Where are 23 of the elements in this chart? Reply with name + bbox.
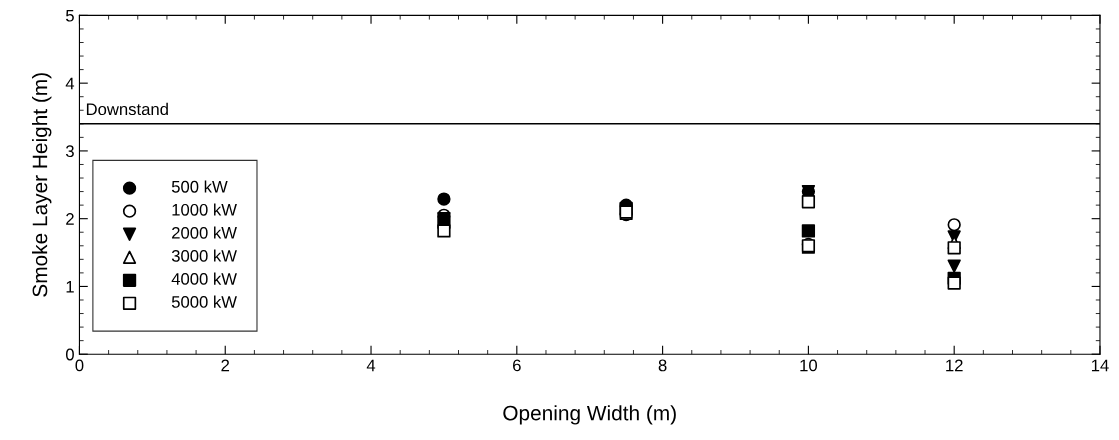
y-tick-label: 0 xyxy=(65,348,74,361)
y-tick-label: 2 xyxy=(66,213,74,225)
x-axis-title: Opening Width (m) xyxy=(503,405,676,425)
legend-label: 3000 kW xyxy=(171,249,237,262)
y-tick-label: 3 xyxy=(65,145,74,158)
ref-line-label: Downstand xyxy=(86,102,168,116)
legend-label: 5000 kW xyxy=(171,295,237,308)
x-tick-label: 4 xyxy=(366,359,376,372)
y-tick-label: 4 xyxy=(65,77,75,90)
x-tick-label: 10 xyxy=(800,359,818,372)
legend-label: 1000 kW xyxy=(172,203,237,216)
y-tick-label: 5 xyxy=(65,9,74,22)
x-tick-label: 14 xyxy=(1091,359,1109,372)
legend-label: 2000 kW xyxy=(172,226,237,239)
x-tick-label: 6 xyxy=(513,359,521,372)
x-tick-label: 12 xyxy=(946,359,963,372)
legend-label: 4000 kW xyxy=(171,272,237,285)
x-tick-label: 0 xyxy=(75,359,84,372)
x-tick-label: 8 xyxy=(658,359,667,372)
y-tick-label: 1 xyxy=(66,281,74,293)
y-axis-title: Smoke Layer Height (m) xyxy=(32,73,52,297)
legend-label: 500 kW xyxy=(171,180,228,193)
x-tick-label: 2 xyxy=(221,359,230,372)
